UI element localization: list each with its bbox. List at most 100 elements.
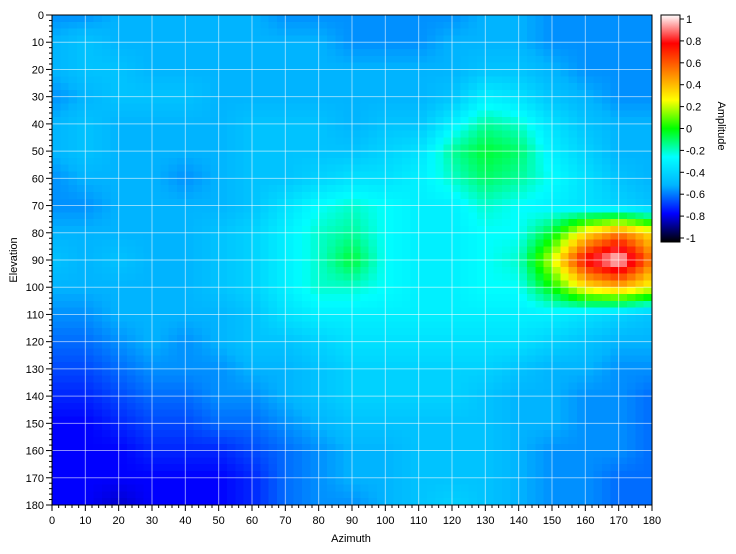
heatmap-cell (318, 368, 328, 377)
heatmap-cell (210, 205, 220, 213)
heatmap-cell (277, 171, 286, 179)
heatmap-cell (452, 49, 461, 57)
heatmap-cell (577, 21, 586, 30)
heatmap-cell (527, 409, 536, 418)
heatmap-cell (393, 341, 403, 350)
heatmap-cell (535, 328, 545, 336)
heatmap-cell (152, 396, 161, 404)
heatmap-cell (52, 15, 61, 23)
heatmap-cell (502, 300, 511, 309)
heatmap-cell (152, 15, 161, 23)
heatmap-cell (318, 389, 328, 397)
heatmap-cell (277, 314, 286, 322)
heatmap-cell (460, 253, 470, 261)
heatmap-cell (343, 396, 353, 404)
heatmap-cell (635, 191, 645, 200)
heatmap-cell (293, 260, 303, 268)
heatmap-cell (452, 130, 461, 139)
heatmap-cell (443, 212, 453, 220)
heatmap-cell (352, 348, 361, 356)
heatmap-cell (535, 457, 545, 465)
heatmap-cell (110, 389, 120, 397)
heatmap-cell (343, 130, 353, 139)
heatmap-cell (393, 402, 403, 411)
heatmap-cell (68, 232, 78, 241)
heatmap-cell (318, 62, 328, 71)
heatmap-cell (127, 273, 136, 282)
heatmap-cell (602, 266, 611, 275)
heatmap-cell (235, 232, 245, 241)
heatmap-cell (168, 35, 178, 43)
heatmap-cell (127, 164, 136, 173)
heatmap-cell (143, 157, 153, 166)
heatmap-cell (502, 55, 511, 64)
heatmap-cell (585, 362, 595, 370)
heatmap-cell (218, 321, 228, 329)
heatmap-cell (552, 253, 561, 261)
heatmap-cell (543, 35, 553, 43)
heatmap-cell (235, 151, 245, 159)
heatmap-cell (443, 294, 453, 302)
heatmap-cell (510, 103, 520, 111)
heatmap-cell (343, 294, 353, 302)
heatmap-cell (360, 21, 370, 30)
heatmap-cell (202, 341, 211, 350)
heatmap-cell (635, 341, 645, 350)
heatmap-cell (560, 423, 570, 431)
heatmap-cell (585, 409, 595, 418)
heatmap-cell (85, 355, 95, 363)
heatmap-cell (610, 266, 620, 275)
heatmap-cell (360, 443, 370, 452)
heatmap-cell (352, 178, 361, 186)
heatmap-cell (77, 314, 86, 322)
heatmap-cell (502, 464, 511, 472)
heatmap-cell (135, 35, 145, 43)
heatmap-cell (218, 21, 228, 30)
heatmap-cell (602, 246, 611, 254)
heatmap-cell (118, 225, 128, 234)
heatmap-cell (610, 470, 620, 479)
heatmap-cell (643, 151, 653, 159)
heatmap-cell (552, 341, 561, 350)
heatmap-cell (368, 294, 378, 302)
heatmap-cell (593, 103, 603, 111)
heatmap-cell (352, 464, 361, 472)
heatmap-cell (93, 409, 103, 418)
heatmap-cell (68, 49, 78, 57)
heatmap-cell (568, 69, 578, 77)
heatmap-cell (185, 117, 195, 125)
heatmap-cell (402, 321, 411, 329)
heatmap-cell (568, 103, 578, 111)
heatmap-cell (343, 219, 353, 227)
heatmap-cell (268, 402, 278, 411)
heatmap-cell (235, 355, 245, 363)
heatmap-cell (177, 42, 186, 50)
heatmap-cell (60, 328, 70, 336)
heatmap-cell (527, 137, 536, 145)
heatmap-cell (135, 348, 145, 356)
heatmap-cell (352, 69, 361, 77)
heatmap-cell (368, 368, 378, 377)
heatmap-cell (293, 253, 303, 261)
heatmap-cell (443, 137, 453, 145)
heatmap-cell (443, 402, 453, 411)
heatmap-cell (318, 205, 328, 213)
heatmap-cell (435, 328, 445, 336)
heatmap-cell (427, 185, 436, 193)
heatmap-cell (85, 157, 95, 166)
heatmap-cell (335, 409, 345, 418)
heatmap-cell (60, 348, 70, 356)
heatmap-cell (160, 423, 170, 431)
heatmap-cell (243, 382, 253, 390)
heatmap-cell (543, 239, 553, 247)
heatmap-cell (535, 260, 545, 268)
heatmap-cell (118, 273, 128, 282)
heatmap-cell (210, 151, 220, 159)
heatmap-cell (127, 477, 136, 486)
heatmap-cell (85, 76, 95, 84)
heatmap-cell (393, 55, 403, 64)
heatmap-cell (127, 314, 136, 322)
heatmap-cell (510, 171, 520, 179)
heatmap-cell (427, 375, 436, 384)
heatmap-cell (52, 477, 61, 486)
